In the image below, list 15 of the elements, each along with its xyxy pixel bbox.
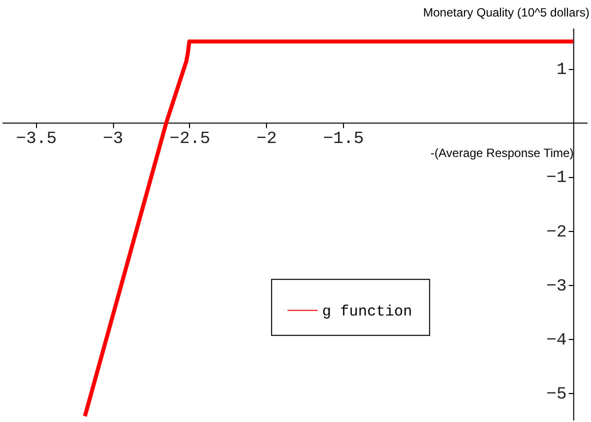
x-tick-label: −3 (102, 130, 124, 150)
x-axis-title: -(Average Response Time) (430, 146, 574, 160)
x-tick-label: −3.5 (16, 130, 57, 150)
legend-label: g function (322, 303, 412, 320)
x-tick-label: −2.5 (169, 130, 210, 150)
y-tick-label: −1 (546, 169, 567, 188)
y-axis-title: Monetary Quality (10^5 dollars) (423, 6, 590, 20)
line-series (82, 40, 576, 418)
y-tick-label: −3 (546, 277, 567, 296)
y-tick-label: −4 (546, 331, 567, 350)
x-tick-label: −1.5 (322, 130, 364, 150)
y-tick-label: −5 (546, 385, 567, 404)
x-tick-label: −2 (256, 130, 277, 150)
y-tick-label: −2 (546, 223, 567, 242)
y-tick-label: 1 (556, 61, 567, 80)
